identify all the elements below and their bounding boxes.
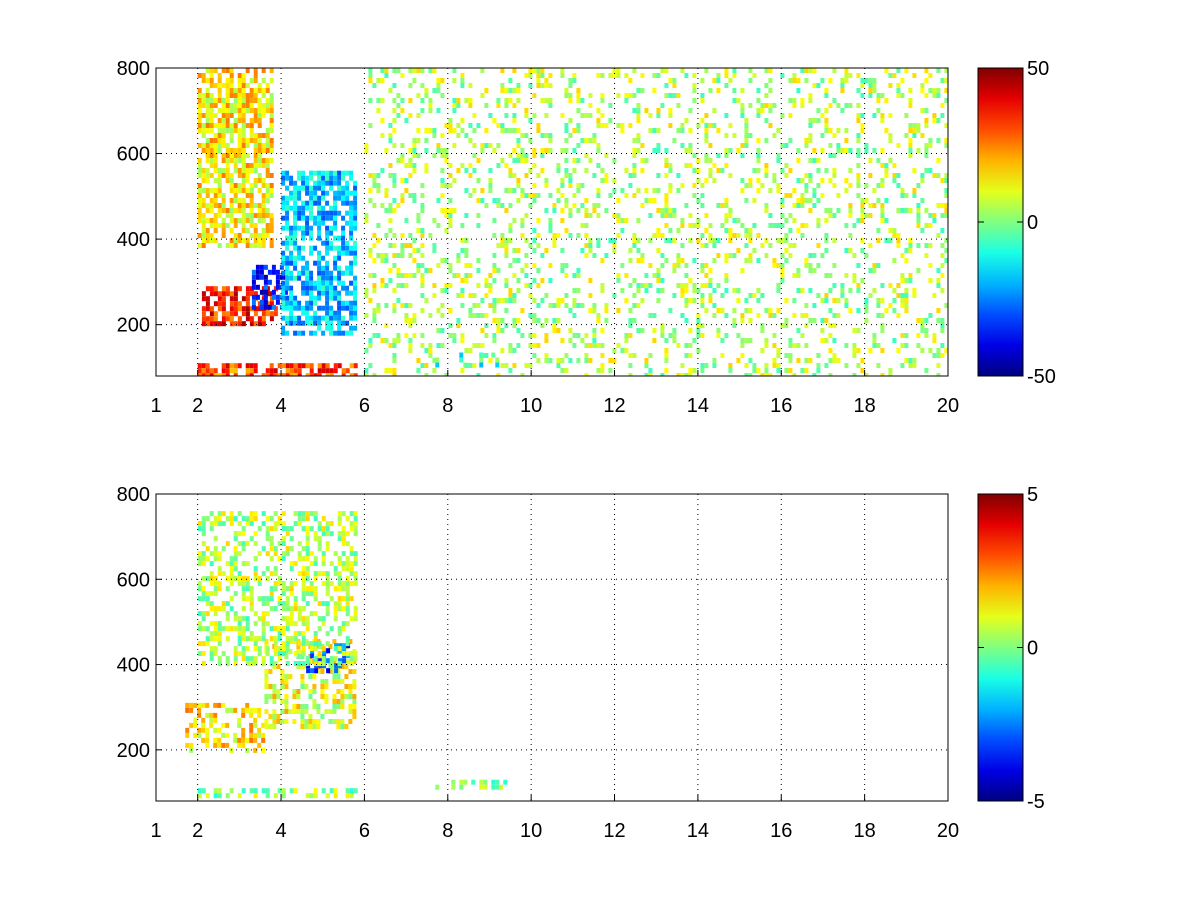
bottom-heatmap-axes-box xyxy=(155,493,949,802)
bottom-x-tick-label-10: 10 xyxy=(520,820,542,842)
top-colorbar: 50 0 -50 xyxy=(977,58,1056,388)
bottom-x-tick-label-14: 14 xyxy=(687,820,709,842)
top-region-3 xyxy=(197,68,274,248)
top-x-tick-label-16: 16 xyxy=(770,395,792,417)
top-x-tick-label-1: 1 xyxy=(150,395,161,417)
top-region-4 xyxy=(197,363,358,376)
top-heatmap-y-ticks: 200 400 600 800 xyxy=(117,58,162,337)
bottom-colorbar-label-5: 5 xyxy=(1027,484,1038,506)
top-y-tick-label-200: 200 xyxy=(117,315,150,337)
top-x-tick-label-6: 6 xyxy=(359,395,370,417)
top-heatmap-x-ticks: 1 2 4 6 8 10 12 14 16 18 20 xyxy=(150,370,959,417)
bottom-region-4 xyxy=(435,779,508,790)
bottom-x-tick-label-16: 16 xyxy=(770,820,792,842)
bottom-colorbar: 5 0 -5 xyxy=(977,484,1045,813)
bottom-colorbar-label--5: -5 xyxy=(1027,791,1045,813)
top-x-tick-label-12: 12 xyxy=(603,395,625,417)
top-colorbar-label--50: -50 xyxy=(1027,366,1056,388)
top-heatmap-grid xyxy=(156,68,948,376)
bottom-heatmap-grid xyxy=(156,494,948,801)
bottom-x-tick-label-8: 8 xyxy=(442,820,453,842)
bottom-x-tick-label-6: 6 xyxy=(359,820,370,842)
top-y-tick-label-400: 400 xyxy=(117,229,150,251)
top-region-6 xyxy=(364,68,948,376)
top-colorbar-label-50: 50 xyxy=(1027,58,1049,80)
top-x-tick-label-18: 18 xyxy=(854,395,876,417)
top-heatmap-axes-box xyxy=(155,67,949,377)
top-heatmap-cells xyxy=(197,68,948,376)
top-y-tick-label-800: 800 xyxy=(117,58,150,80)
top-region-2 xyxy=(281,170,358,336)
top-colorbar-label-0: 0 xyxy=(1027,212,1038,234)
top-x-tick-label-2: 2 xyxy=(192,395,203,417)
bottom-colorbar-label-0: 0 xyxy=(1027,638,1038,660)
top-x-tick-label-4: 4 xyxy=(275,395,286,417)
top-x-tick-label-20: 20 xyxy=(937,395,959,417)
top-colorbar-gradient xyxy=(977,67,1024,377)
top-x-tick-label-14: 14 xyxy=(687,395,709,417)
top-x-tick-label-8: 8 xyxy=(442,395,453,417)
top-x-tick-label-10: 10 xyxy=(520,395,542,417)
top-y-tick-label-600: 600 xyxy=(117,144,150,166)
bottom-colorbar-gradient xyxy=(977,493,1024,802)
bottom-y-tick-label-400: 400 xyxy=(117,655,150,677)
bottom-x-tick-label-4: 4 xyxy=(275,820,286,842)
bottom-y-tick-label-800: 800 xyxy=(117,484,150,506)
bottom-x-tick-label-18: 18 xyxy=(854,820,876,842)
bottom-x-tick-label-12: 12 xyxy=(603,820,625,842)
bottom-y-tick-label-600: 600 xyxy=(117,569,150,591)
bottom-y-tick-label-200: 200 xyxy=(117,740,150,762)
bottom-heatmap-cells xyxy=(185,511,508,799)
bottom-x-tick-label-2: 2 xyxy=(192,820,203,842)
bottom-region-5 xyxy=(197,511,358,667)
bottom-heatmap-x-ticks: 1 2 4 6 8 10 12 14 16 18 20 xyxy=(150,795,959,842)
bottom-x-tick-label-1: 1 xyxy=(150,820,161,842)
bottom-region-0 xyxy=(185,702,266,753)
bottom-x-tick-label-20: 20 xyxy=(937,820,959,842)
bottom-region-3 xyxy=(197,788,358,799)
bottom-heatmap-y-ticks: 200 400 600 800 xyxy=(117,484,162,762)
